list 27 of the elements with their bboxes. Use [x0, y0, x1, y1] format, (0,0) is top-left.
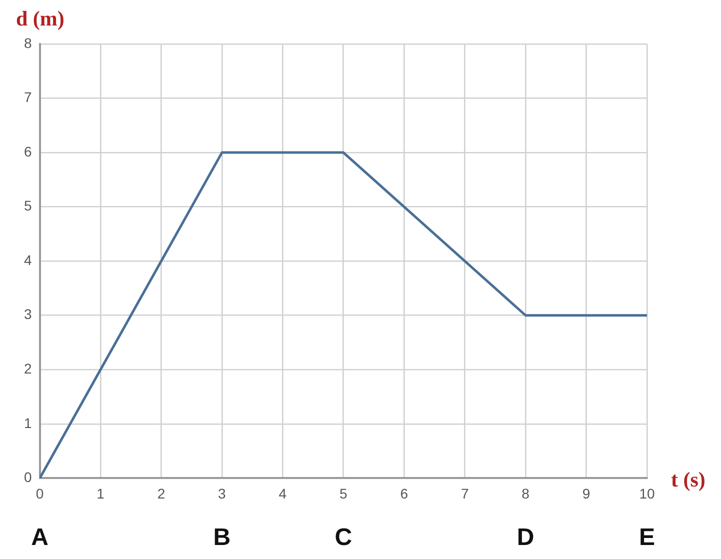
x-tick-label: 3 [218, 485, 226, 502]
x-tick-label: 1 [96, 485, 105, 502]
y-tick-label: 3 [24, 306, 32, 322]
text: A [31, 524, 48, 551]
y-tick-label: 1 [24, 414, 32, 431]
x-tick-label: 2 [157, 485, 166, 502]
x-tick-label: 9 [582, 485, 590, 502]
y-tick-label: 4 [24, 252, 32, 268]
x-tick-label: 10 [639, 485, 655, 502]
y-tick-label: 6 [24, 143, 32, 160]
x-tick-label: 0 [36, 485, 44, 502]
x-tick-label: 6 [400, 485, 408, 502]
y-tick-label: 0 [24, 469, 32, 486]
y-axis-title: d (m) [16, 6, 64, 30]
text: D [516, 524, 534, 551]
y-tick-label: 7 [24, 89, 32, 106]
text: C [334, 524, 352, 551]
text: B [213, 524, 231, 551]
text: E [638, 524, 656, 551]
x-tick-label: 5 [339, 485, 348, 502]
y-tick-label: 2 [24, 360, 32, 377]
y-tick-label: 8 [24, 34, 32, 51]
x-tick-label: 7 [460, 485, 469, 502]
y-tick-label: 5 [24, 198, 32, 214]
x-tick-label: 4 [278, 485, 287, 502]
x-tick-label: 8 [522, 485, 530, 502]
x-axis-title: t (s) [671, 468, 706, 492]
